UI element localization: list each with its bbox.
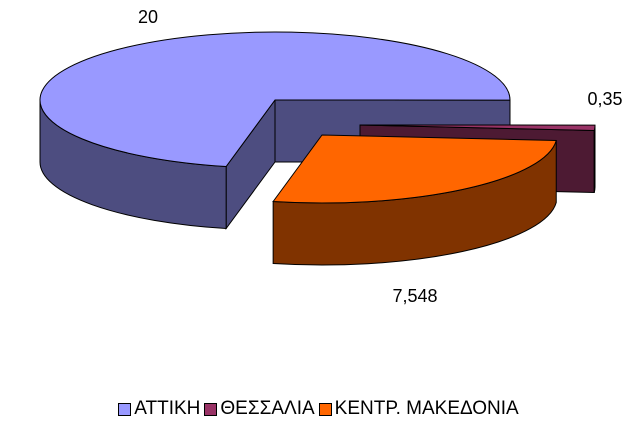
legend: ΑΤΤΙΚΗ ΘΕΣΣΑΛΙΑ ΚΕΝΤΡ. ΜΑΚΕΔΟΝΙΑ (0, 398, 637, 420)
legend-swatch (118, 402, 132, 416)
legend-item: ΚΕΝΤΡ. ΜΑΚΕΔΟΝΙΑ (318, 398, 519, 420)
data-label: 20 (138, 7, 158, 27)
data-label: 0,35 (587, 89, 622, 109)
slice (272, 134, 557, 204)
legend-label: ΘΕΣΣΑΛΙΑ (220, 398, 315, 419)
legend-label: ΚΕΝΤΡ. ΜΑΚΕΔΟΝΙΑ (334, 398, 519, 419)
slice-side (593, 125, 596, 193)
legend-item: ΑΤΤΙΚΗ (118, 398, 200, 420)
slice (39, 31, 511, 168)
legend-swatch (318, 402, 332, 416)
slice (359, 124, 596, 131)
chart: 20 0,35 7,548 (39, 7, 623, 306)
legend-label: ΑΤΤΙΚΗ (134, 398, 201, 419)
legend-swatch (204, 402, 218, 416)
legend-item: ΘΕΣΣΑΛΙΑ (204, 398, 315, 420)
data-label: 7,548 (392, 286, 437, 306)
